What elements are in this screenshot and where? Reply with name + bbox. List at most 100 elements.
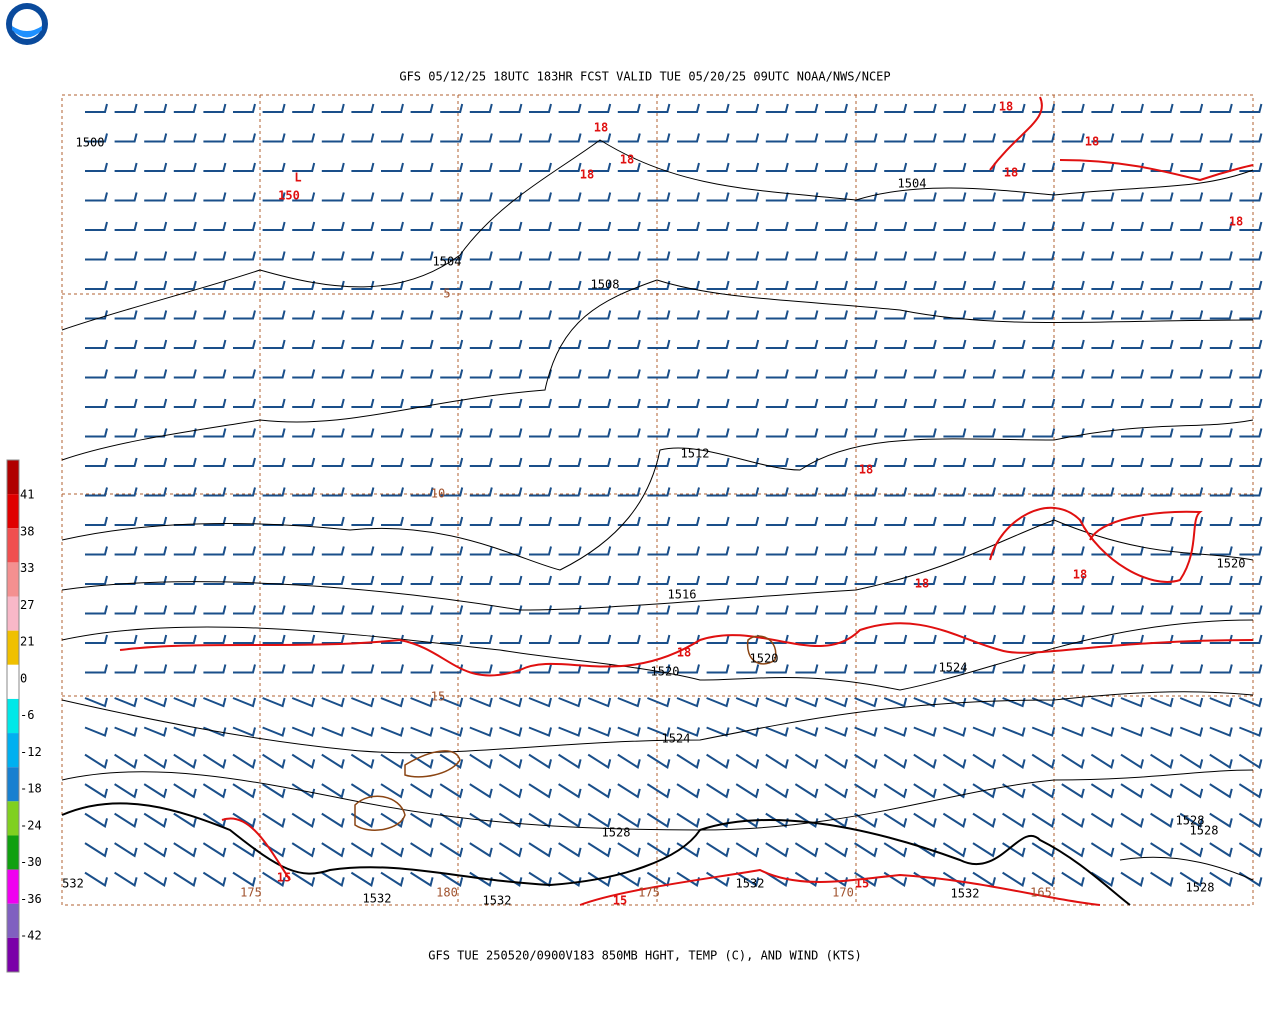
wind-barb	[469, 457, 493, 467]
wind-barb	[588, 280, 612, 290]
wind-barb	[1238, 753, 1263, 769]
wind-barb	[173, 697, 197, 708]
wind-barb	[854, 634, 878, 644]
wind-barb	[942, 753, 967, 769]
wind-barb	[85, 339, 108, 349]
wind-barb	[794, 783, 819, 799]
wind-barb	[706, 428, 730, 438]
wind-barb	[114, 221, 138, 231]
contour-label: 18	[677, 646, 691, 660]
wind-barb	[114, 251, 138, 261]
wind-barb	[262, 192, 286, 202]
wind-barb	[706, 575, 730, 585]
wind-barb	[1150, 812, 1174, 828]
wind-barb	[1209, 103, 1233, 113]
wind-barb	[528, 812, 552, 828]
wind-barb	[410, 546, 434, 556]
wind-barb	[588, 192, 612, 202]
wind-barb	[410, 697, 434, 708]
wind-barb	[824, 697, 848, 708]
wind-barb	[1002, 634, 1026, 644]
wind-barb	[440, 192, 464, 202]
wind-barb	[706, 192, 730, 202]
wind-barb	[854, 251, 878, 261]
wind-barb	[380, 697, 404, 708]
wind-barb	[1091, 221, 1115, 231]
wind-barb	[558, 133, 582, 143]
wind-barb	[587, 726, 612, 737]
colorbar-segment	[7, 801, 19, 836]
wind-barb	[233, 398, 256, 408]
wind-barb	[647, 697, 671, 708]
wind-barb	[173, 842, 197, 858]
wind-barb	[647, 428, 671, 438]
wind-barb	[381, 251, 404, 261]
wind-barb	[262, 634, 286, 644]
wind-barb	[765, 842, 789, 858]
wind-barb	[203, 310, 227, 320]
wind-barb	[1091, 251, 1115, 261]
wind-barb	[1032, 546, 1056, 556]
wind-barb	[973, 487, 996, 497]
wind-barb	[1031, 842, 1056, 858]
wind-barb	[1002, 457, 1026, 467]
wind-barb	[973, 251, 996, 261]
wind-barb	[321, 871, 345, 887]
wind-barb	[854, 783, 878, 799]
wind-barb	[381, 457, 404, 467]
graticule	[62, 95, 1253, 905]
wind-barb	[1209, 487, 1233, 497]
wind-barb	[884, 546, 908, 556]
wind-barb	[469, 192, 493, 202]
wind-barb	[588, 428, 612, 438]
wind-barb	[736, 398, 760, 408]
wind-barb	[203, 546, 227, 556]
wind-barb	[499, 575, 523, 585]
wind-barb	[706, 310, 730, 320]
colorbar-label: -36	[20, 892, 42, 906]
wind-barb	[617, 133, 641, 143]
wind-barb	[913, 103, 937, 113]
wind-barb	[884, 192, 908, 202]
wind-barb	[114, 103, 138, 113]
wind-barb	[1209, 605, 1233, 615]
wind-barb	[854, 812, 878, 828]
wind-barb	[972, 871, 996, 887]
wind-barb	[1121, 664, 1144, 674]
wind-barb	[85, 133, 108, 143]
wind-barb	[381, 664, 404, 674]
wind-barb	[85, 428, 108, 438]
wind-barb	[1061, 697, 1085, 708]
colorbar-segment	[7, 528, 19, 563]
wind-barb	[765, 871, 789, 887]
wind-barb	[736, 133, 760, 143]
wind-barb	[736, 221, 760, 231]
wind-barb	[913, 783, 937, 799]
wind-barb	[1002, 546, 1026, 556]
wind-barb	[528, 783, 552, 799]
wind-barb	[706, 783, 730, 799]
colorbar-segment	[7, 664, 19, 699]
contour-label: 18	[1004, 166, 1018, 180]
wind-barb	[706, 251, 730, 261]
wind-barb	[1091, 575, 1115, 585]
contour-label: 18	[620, 153, 634, 167]
wind-barb	[825, 280, 848, 290]
wind-barb	[498, 783, 523, 799]
wind-barb	[1150, 605, 1174, 615]
wind-barb	[558, 339, 582, 349]
wind-barb	[883, 726, 908, 737]
wind-barb	[469, 783, 493, 799]
wind-barb	[262, 339, 286, 349]
wind-barb	[499, 546, 523, 556]
wind-barb	[232, 812, 256, 828]
wind-barb	[292, 133, 316, 143]
wind-barb	[1209, 428, 1233, 438]
wind-barb	[706, 280, 730, 290]
colorbar-label: 38	[20, 524, 34, 538]
colorbar-label: 41	[20, 488, 34, 502]
wind-barb	[825, 634, 848, 644]
colorbar-segment	[7, 698, 19, 734]
wind-barb	[677, 339, 700, 349]
contour-label: 15	[431, 690, 445, 704]
